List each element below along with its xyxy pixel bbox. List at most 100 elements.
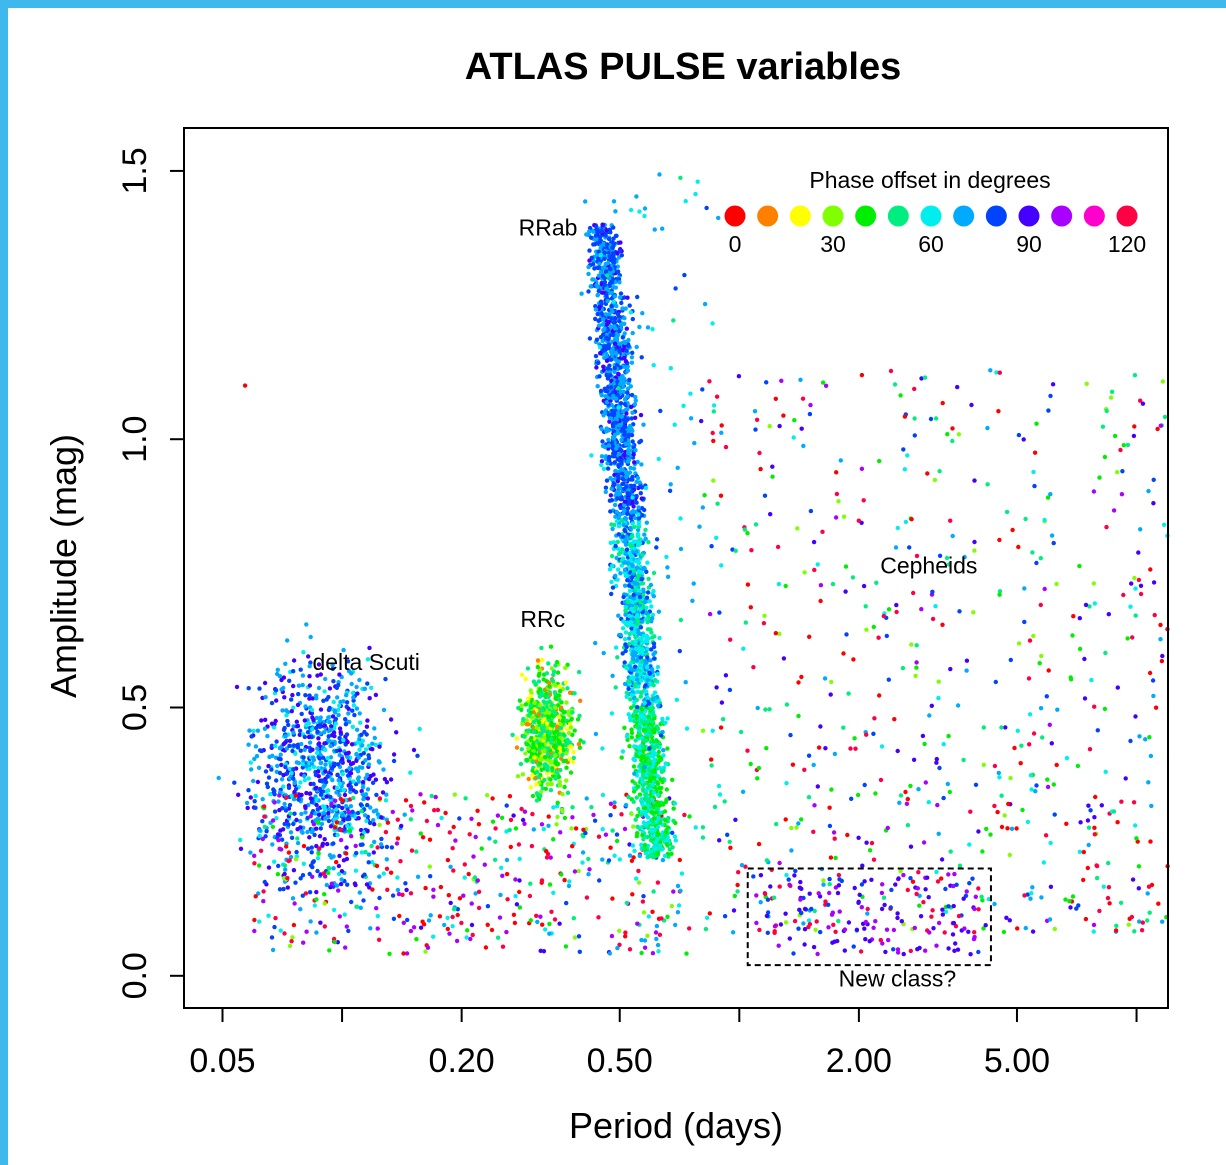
data-point bbox=[462, 875, 467, 880]
data-point bbox=[627, 423, 633, 429]
data-point bbox=[940, 400, 945, 406]
data-point bbox=[614, 832, 620, 837]
data-point bbox=[269, 767, 274, 772]
data-point bbox=[1026, 676, 1032, 681]
data-point bbox=[1143, 737, 1148, 742]
data-point bbox=[846, 691, 851, 696]
data-point bbox=[493, 826, 498, 831]
data-point bbox=[300, 873, 306, 878]
data-point bbox=[626, 457, 631, 462]
data-point bbox=[653, 677, 658, 683]
data-point bbox=[663, 720, 668, 725]
data-point bbox=[305, 730, 311, 735]
data-point bbox=[807, 634, 812, 639]
data-point bbox=[383, 829, 389, 835]
data-point bbox=[300, 765, 305, 770]
data-point bbox=[643, 851, 648, 856]
data-point bbox=[353, 766, 359, 771]
data-point bbox=[637, 792, 643, 797]
data-point bbox=[682, 812, 687, 818]
data-point bbox=[266, 775, 272, 780]
data-point bbox=[565, 662, 570, 667]
data-point bbox=[568, 721, 573, 727]
data-point bbox=[338, 837, 344, 843]
data-point bbox=[591, 277, 596, 282]
data-point bbox=[308, 919, 313, 924]
data-point bbox=[272, 924, 277, 930]
data-point bbox=[618, 240, 623, 245]
data-point bbox=[445, 915, 450, 920]
data-point bbox=[941, 742, 946, 747]
data-point bbox=[608, 461, 613, 466]
data-point bbox=[926, 800, 931, 805]
data-point bbox=[340, 756, 345, 762]
data-point bbox=[673, 820, 678, 826]
data-point bbox=[567, 756, 572, 762]
data-point bbox=[252, 928, 257, 934]
data-point bbox=[336, 682, 341, 688]
data-point bbox=[613, 573, 618, 578]
data-point bbox=[361, 796, 366, 802]
data-point bbox=[903, 519, 909, 525]
data-point bbox=[612, 460, 617, 465]
data-point bbox=[601, 327, 606, 333]
data-point bbox=[654, 744, 659, 749]
data-point bbox=[328, 727, 333, 733]
data-point bbox=[563, 944, 569, 949]
data-point bbox=[572, 691, 577, 696]
data-point bbox=[547, 882, 553, 887]
data-point bbox=[391, 916, 397, 921]
data-point bbox=[770, 464, 775, 469]
data-point bbox=[450, 924, 455, 929]
data-point bbox=[283, 808, 289, 813]
data-point bbox=[618, 401, 624, 406]
data-point bbox=[446, 893, 451, 898]
data-point bbox=[1133, 823, 1138, 828]
data-point bbox=[874, 580, 879, 585]
data-point bbox=[339, 869, 345, 874]
data-point bbox=[626, 337, 631, 343]
data-point bbox=[299, 811, 304, 817]
data-point bbox=[409, 848, 415, 853]
data-point bbox=[917, 903, 922, 908]
data-point bbox=[1152, 612, 1157, 618]
data-point bbox=[622, 397, 628, 402]
data-point bbox=[323, 769, 328, 774]
data-point bbox=[910, 879, 916, 884]
data-point bbox=[934, 756, 939, 762]
data-point bbox=[598, 388, 604, 394]
data-point bbox=[638, 599, 643, 604]
data-point bbox=[1120, 469, 1125, 474]
data-point bbox=[740, 789, 746, 794]
data-point bbox=[728, 637, 733, 642]
data-point bbox=[1016, 432, 1022, 438]
data-point bbox=[327, 866, 332, 871]
data-point bbox=[762, 613, 767, 618]
data-point bbox=[993, 679, 998, 685]
data-point bbox=[554, 770, 559, 775]
data-point bbox=[969, 402, 974, 408]
data-point bbox=[630, 350, 635, 355]
data-point bbox=[234, 684, 240, 690]
data-point bbox=[536, 720, 542, 725]
data-point bbox=[272, 800, 277, 805]
data-point bbox=[382, 776, 388, 782]
data-point bbox=[318, 920, 323, 925]
data-point bbox=[864, 840, 869, 845]
data-point bbox=[291, 669, 296, 674]
data-point bbox=[717, 610, 722, 615]
data-point bbox=[294, 817, 299, 823]
data-point bbox=[612, 369, 617, 375]
data-point bbox=[326, 870, 331, 876]
data-point bbox=[335, 832, 340, 838]
data-point bbox=[290, 748, 295, 754]
data-point bbox=[314, 826, 319, 831]
data-point bbox=[301, 650, 306, 655]
data-point bbox=[832, 751, 838, 757]
data-point bbox=[557, 688, 563, 694]
data-point bbox=[719, 430, 724, 435]
data-point bbox=[912, 433, 917, 438]
data-point bbox=[632, 848, 637, 854]
data-point bbox=[1025, 819, 1031, 825]
data-point bbox=[317, 724, 323, 729]
